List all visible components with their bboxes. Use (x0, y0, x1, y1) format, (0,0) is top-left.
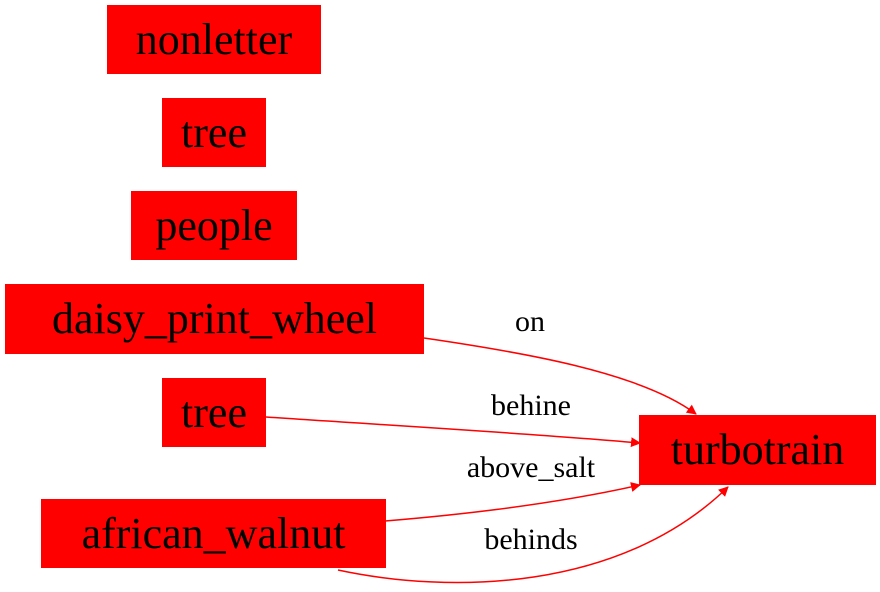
node-turbotrain: turbotrain (639, 415, 876, 485)
node-nonletter: nonletter (107, 5, 321, 74)
edge-label-behine: behine (491, 389, 571, 422)
node-label: tree (181, 387, 247, 437)
node-tree-bottom: tree (162, 378, 266, 447)
node-label: nonletter (135, 14, 293, 64)
edge-on (423, 337, 697, 415)
node-label: people (155, 200, 273, 250)
edge-label-behinds: behinds (484, 523, 578, 556)
edge-behinds (337, 486, 729, 584)
node-label: african_walnut (81, 508, 346, 558)
node-tree-top: tree (162, 98, 266, 167)
edge-label-above-salt: above_salt (466, 451, 596, 484)
edge-behine (265, 416, 641, 448)
node-label: turbotrain (670, 425, 845, 474)
node-african-walnut: african_walnut (41, 499, 386, 568)
node-people: people (131, 191, 297, 260)
node-label: tree (181, 107, 247, 157)
edge-label-on: on (515, 305, 545, 338)
node-label: daisy_print_wheel (51, 294, 378, 343)
edge-above-salt (384, 482, 641, 522)
node-daisy-print-wheel: daisy_print_wheel (5, 284, 424, 354)
